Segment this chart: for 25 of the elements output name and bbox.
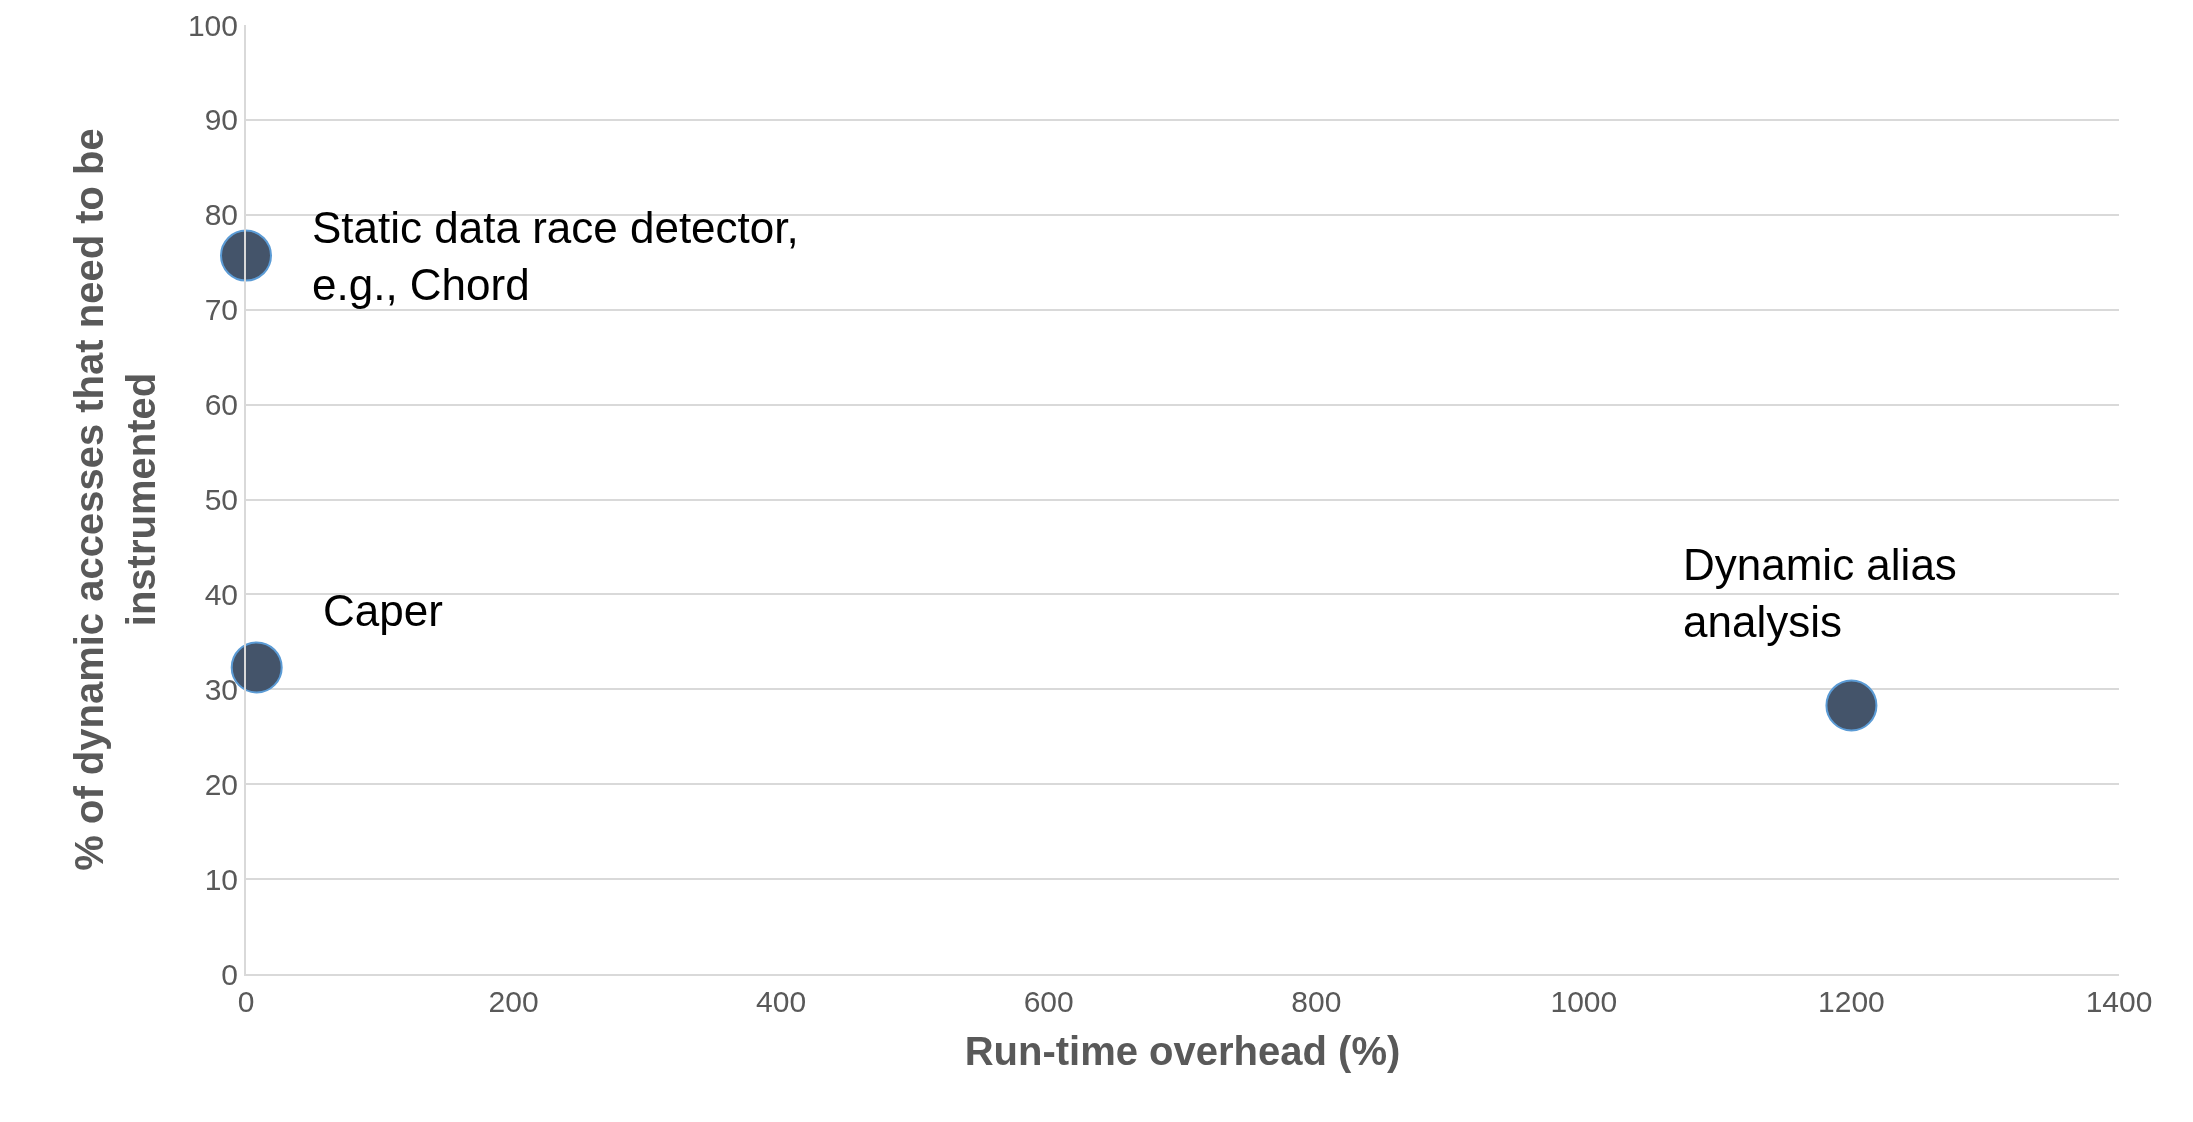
point [220, 229, 272, 282]
y-tick-label: 30 [204, 672, 238, 706]
x-tick-label: 400 [756, 985, 807, 1018]
x-tick-label: 800 [1291, 985, 1342, 1018]
x-tick-label: 1400 [2085, 985, 2153, 1018]
x-axis-title: Run-time overhead (%) [964, 1029, 1401, 1073]
y-tick-label: 0 [221, 957, 238, 991]
y-tick-label: 80 [204, 198, 238, 232]
y-tick-label: 90 [204, 103, 238, 137]
x-tick-label: 600 [1023, 985, 1074, 1018]
y-axis-title: % of dynamic accesses that need to be instrumented [66, 128, 163, 871]
x-tick-label: 1000 [1550, 985, 1618, 1018]
y-tick-label: 10 [204, 862, 238, 896]
y-tick-label: 40 [204, 577, 238, 611]
point [1825, 679, 1878, 732]
y-tick-label: 70 [204, 293, 238, 327]
x-tick-label: 200 [488, 985, 539, 1018]
y-tick-label: 100 [187, 8, 238, 42]
annotation: Static data race detector, e.g., Chord [312, 203, 799, 310]
y-tick-label: 20 [204, 767, 238, 801]
annotation: Caper [323, 586, 443, 635]
y-tick-label: 50 [204, 483, 238, 516]
x-tick-label: 1200 [1818, 985, 1885, 1018]
annotation: Dynamic alias analysis [1683, 540, 1957, 647]
y-tick-label: 60 [204, 388, 238, 422]
